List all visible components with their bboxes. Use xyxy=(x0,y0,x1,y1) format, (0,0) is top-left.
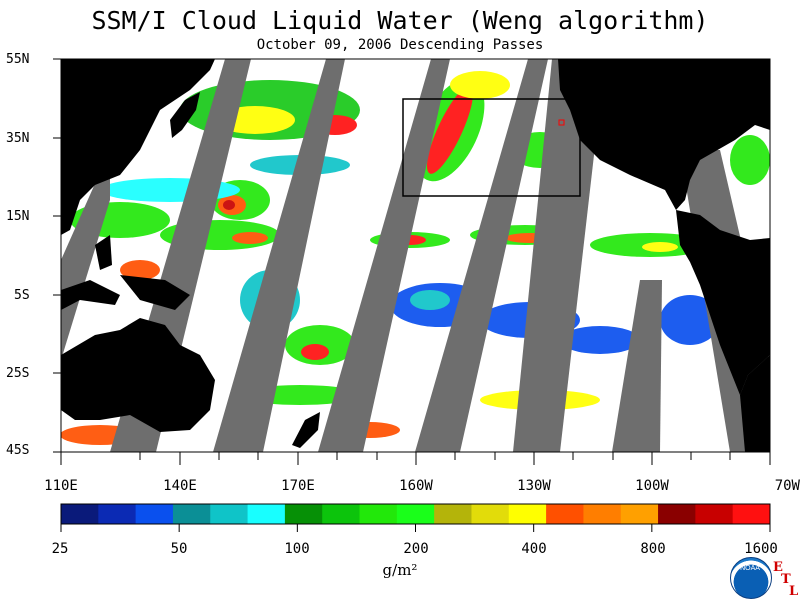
lon-label-140e: 140E xyxy=(163,478,197,494)
colorbar-swatch xyxy=(284,504,323,524)
colorbar-swatch xyxy=(247,504,286,524)
lat-label-55n: 55N xyxy=(6,52,30,67)
etl-letter-t: T xyxy=(781,572,791,587)
colorbar-swatch xyxy=(658,504,696,524)
colorbar xyxy=(60,503,771,532)
lon-label-70w: 70W xyxy=(774,478,800,494)
lat-label-25s: 25S xyxy=(6,366,30,381)
colorbar-swatch xyxy=(620,504,659,524)
lon-label-160w: 160W xyxy=(399,478,433,494)
colorbar-swatch xyxy=(61,504,99,524)
colorbar-label-25: 25 xyxy=(51,541,69,557)
colorbar-swatch xyxy=(172,504,211,524)
colorbar-swatch xyxy=(210,504,249,524)
colorbar-label-50: 50 xyxy=(170,541,188,557)
noaa-logo-text: NOAA xyxy=(740,565,760,572)
colorbar-label-100: 100 xyxy=(284,541,310,557)
lat-label-15n: 15N xyxy=(6,209,30,224)
colorbar-swatch xyxy=(732,504,771,524)
lon-label-100w: 100W xyxy=(635,478,669,494)
lon-label-170e: 170E xyxy=(281,478,315,494)
map-subtitle: October 09, 2006 Descending Passes xyxy=(256,37,544,53)
colorbar-label-1600: 1600 xyxy=(744,541,778,557)
colorbar-swatch xyxy=(359,504,398,524)
axis-ticks xyxy=(53,58,771,465)
lat-label-45s: 45S xyxy=(6,443,30,458)
colorbar-units: g/m² xyxy=(382,561,418,579)
colorbar-label-200: 200 xyxy=(403,541,429,557)
land-masses xyxy=(61,59,770,452)
colorbar-swatch xyxy=(471,504,510,524)
colorbar-swatch xyxy=(98,504,137,524)
colorbar-swatch xyxy=(695,504,734,524)
colorbar-label-800: 800 xyxy=(640,541,666,557)
colorbar-swatch xyxy=(434,504,472,524)
analysis-region-box xyxy=(402,98,581,197)
etl-letter-e: E xyxy=(773,560,783,575)
colorbar-swatch xyxy=(322,504,361,524)
etl-letter-l: L xyxy=(789,584,799,599)
noaa-logo-icon xyxy=(730,557,772,599)
colorbar-swatch xyxy=(583,504,622,524)
colorbar-swatch xyxy=(135,504,174,524)
lat-label-35n: 35N xyxy=(6,131,30,146)
colorbar-swatch xyxy=(396,504,435,524)
map-title: SSM/I Cloud Liquid Water (Weng algorithm… xyxy=(91,6,709,35)
colorbar-swatch xyxy=(508,504,547,524)
lon-label-130w: 130W xyxy=(517,478,551,494)
lat-label-5s: 5S xyxy=(14,288,30,303)
lon-label-110e: 110E xyxy=(44,478,78,494)
colorbar-swatch xyxy=(546,504,584,524)
location-marker xyxy=(558,119,565,126)
colorbar-label-400: 400 xyxy=(521,541,547,557)
